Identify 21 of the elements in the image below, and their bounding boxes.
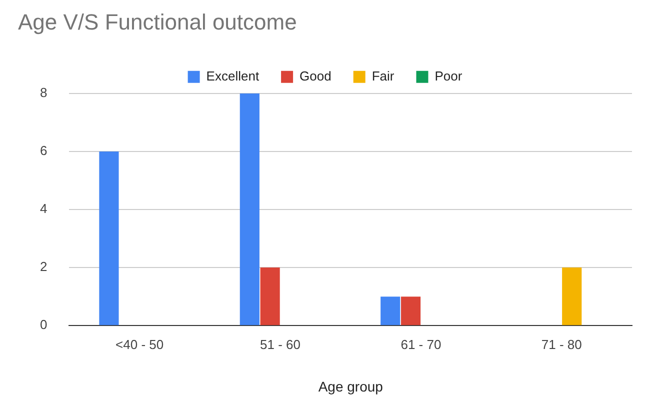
x-tick-label: 51 - 60 [260, 336, 301, 352]
x-tick-label: <40 - 50 [116, 336, 164, 352]
x-tick-label: 71 - 80 [541, 336, 582, 352]
legend-label: Excellent [206, 68, 260, 84]
bar [380, 296, 400, 326]
bar [562, 268, 582, 326]
bar [240, 93, 260, 326]
y-tick-label: 0 [40, 317, 48, 332]
x-tick-label: 61 - 70 [400, 336, 442, 352]
legend-label: Poor [434, 68, 463, 84]
bar [99, 151, 119, 326]
y-tick-label: 2 [40, 259, 48, 274]
y-tick-label: 8 [40, 84, 48, 100]
x-axis-title: Age group [318, 378, 384, 394]
chart-title: Age V/S Functional outcome [18, 9, 297, 34]
y-tick-label: 6 [40, 143, 48, 158]
legend-label: Fair [372, 68, 395, 84]
bar [260, 268, 280, 326]
y-tick-label: 4 [40, 201, 48, 216]
bar [400, 296, 421, 326]
legend-label: Good [300, 68, 332, 84]
